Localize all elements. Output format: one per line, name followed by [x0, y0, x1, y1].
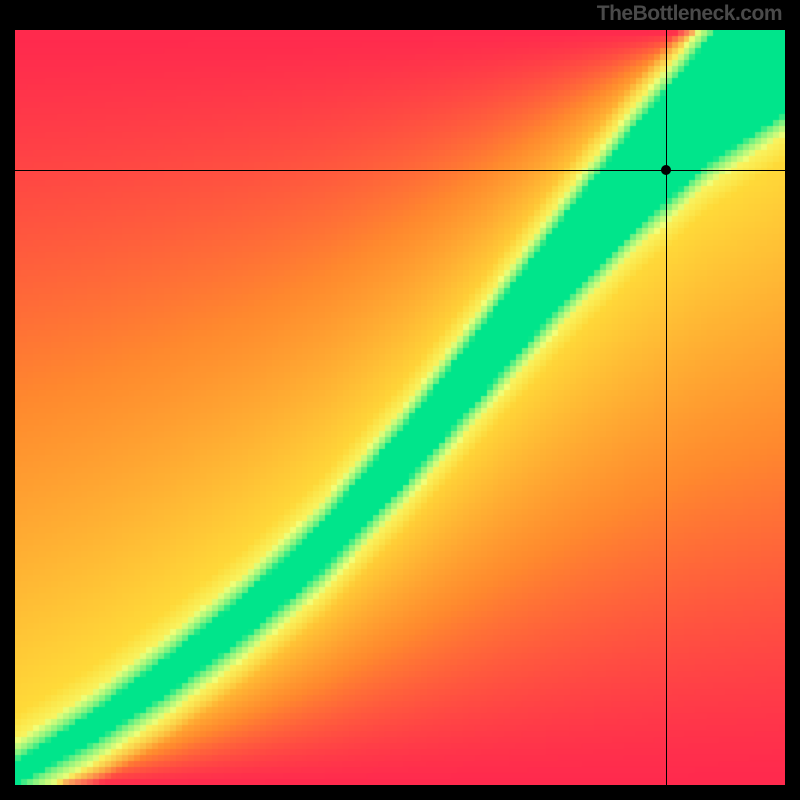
heatmap-plot: [15, 30, 785, 785]
watermark-text: TheBottleneck.com: [597, 2, 782, 26]
heatmap-canvas: [15, 30, 785, 785]
